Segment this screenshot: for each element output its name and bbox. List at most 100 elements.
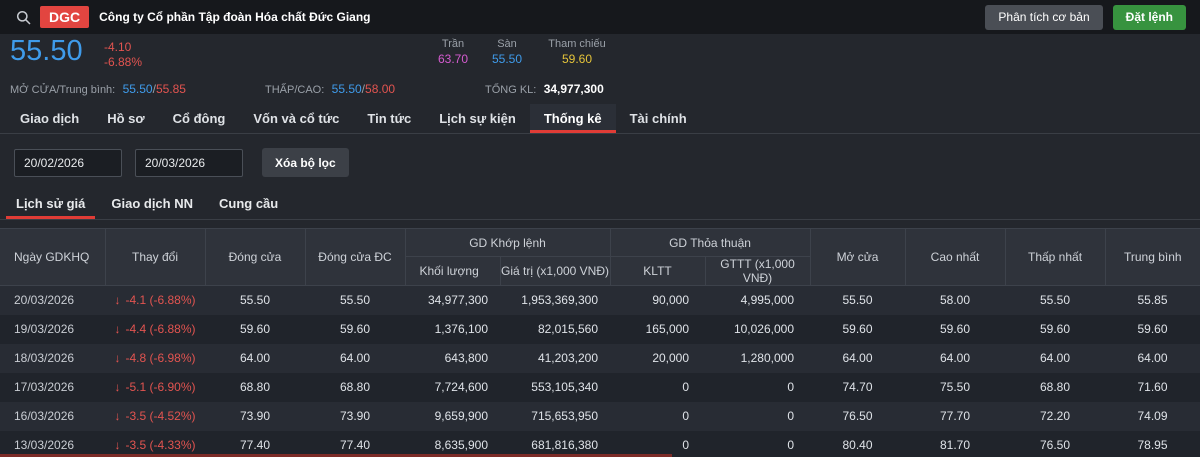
cell-adj-close: 64.00 <box>339 351 371 365</box>
cell-negotiated-volume: 0 <box>682 438 690 452</box>
tab-giao-dich[interactable]: Giao dịch <box>20 111 80 126</box>
col-date: Ngày GDKHQ <box>0 228 106 286</box>
cell-negotiated-value: 10,026,000 <box>733 322 795 336</box>
price-history-body: 20/03/2026 ↓ -4.1 (-6.88%) 55.50 55.50 34… <box>0 285 1200 457</box>
cell-change: ↓ -3.5 (-4.52%) <box>105 402 205 431</box>
cell-matched-volume: 7,724,600 <box>434 380 488 394</box>
date-from-input[interactable] <box>14 148 122 177</box>
horizontal-scrollbar-thumb[interactable] <box>0 454 672 457</box>
cell-open: 59.60 <box>842 322 873 336</box>
cell-matched-value: 715,653,950 <box>531 409 599 423</box>
cell-negotiated-value: 1,280,000 <box>740 351 795 365</box>
tab-tin-tuc[interactable]: Tin tức <box>367 111 412 126</box>
tab-lich-su-kien[interactable]: Lịch sự kiện <box>439 111 516 126</box>
cell-average: 74.09 <box>1137 409 1168 423</box>
col-negotiated-value: GTTT (x1,000 VNĐ) <box>704 256 811 286</box>
tab-co-dong[interactable]: Cổ đông <box>172 111 226 126</box>
open-average-line: MỞ CỬA/Trung bình: 55.50/55.85 <box>10 82 186 96</box>
tab-tai-chinh[interactable]: Tài chính <box>629 111 687 126</box>
cell-adj-close: 68.80 <box>339 380 371 394</box>
average-value: 55.85 <box>155 82 186 96</box>
change-value: -4.10 <box>104 40 132 54</box>
cell-negotiated-volume: 90,000 <box>652 293 690 308</box>
cell-negotiated-volume: 0 <box>682 409 690 423</box>
search-icon[interactable] <box>14 8 32 26</box>
ceiling-label: Trần <box>441 38 465 50</box>
col-average: Trung bình <box>1104 228 1200 286</box>
cell-negotiated-volume: 0 <box>682 380 690 394</box>
col-negotiated-volume: KLTT <box>609 256 706 286</box>
cell-average: 55.85 <box>1137 293 1168 308</box>
col-change: Thay đổi <box>104 228 206 286</box>
tab-ho-so[interactable]: Hồ sơ <box>107 111 145 126</box>
cell-matched-value: 41,203,200 <box>537 351 599 365</box>
price-history-table: Ngày GDKHQ Thay đổi Đóng cửa Đóng cửa ĐC… <box>0 228 1200 457</box>
price-history-row[interactable]: 17/03/2026 ↓ -5.1 (-6.90%) 68.80 68.80 7,… <box>0 372 1200 402</box>
down-arrow-icon: ↓ <box>114 380 121 394</box>
cell-close: 68.80 <box>239 380 271 394</box>
col-matched-value: Giá trị (x1,000 VNĐ) <box>499 256 611 286</box>
col-adj-close: Đóng cửa ĐC <box>304 228 406 286</box>
cell-date: 18/03/2026 <box>14 351 75 365</box>
cell-low: 76.50 <box>1040 438 1071 452</box>
floor-value: 55.50 <box>491 52 523 66</box>
ceiling-value: 63.70 <box>437 52 469 66</box>
ticker-badge: DGC <box>40 6 90 28</box>
subtab-giao-dich-nn[interactable]: Giao dịch NN <box>111 196 193 211</box>
cell-change: ↓ -4.4 (-6.88%) <box>105 315 205 344</box>
tab-thong-ke[interactable]: Thống kê <box>529 104 616 133</box>
total-volume-value: 34,977,300 <box>543 82 604 96</box>
cell-close: 64.00 <box>239 351 271 365</box>
cell-low: 59.60 <box>1040 322 1071 336</box>
price-history-row[interactable]: 16/03/2026 ↓ -3.5 (-4.52%) 73.90 73.90 9,… <box>0 401 1200 431</box>
down-arrow-icon: ↓ <box>114 293 121 308</box>
open-value: 55.50 <box>122 82 153 96</box>
price-history-row[interactable]: 18/03/2026 ↓ -4.8 (-6.98%) 64.00 64.00 64… <box>0 343 1200 373</box>
price-history-row[interactable]: 20/03/2026 ↓ -4.1 (-6.88%) 55.50 55.50 34… <box>0 285 1200 315</box>
cell-adj-close: 73.90 <box>339 409 371 423</box>
change-text: -4.4 (-6.88%) <box>125 322 196 336</box>
tab-von-va-co-tuc[interactable]: Vốn và cổ tức <box>253 111 340 126</box>
ceiling-floor-reference: Trần 63.70 Sàn 55.50 Tham chiếu 59.60 <box>425 38 621 66</box>
change-text: -4.1 (-6.88%) <box>125 293 196 308</box>
reference-block: Tham chiếu 59.60 <box>533 38 621 66</box>
cell-adj-close: 77.40 <box>339 438 371 452</box>
quote-summary: 55.50 -4.10 -6.88% MỞ CỬA/Trung bình: 55… <box>0 34 1200 104</box>
high-value: 58.00 <box>365 82 396 96</box>
cell-change: ↓ -4.1 (-6.88%) <box>105 286 205 315</box>
place-order-button[interactable]: Đặt lệnh <box>1112 4 1186 30</box>
change-text: -5.1 (-6.90%) <box>125 380 196 394</box>
subtab-cung-cau[interactable]: Cung cầu <box>219 196 279 211</box>
subtab-lich-su-gia[interactable]: Lịch sử giá <box>6 190 96 219</box>
sub-tabs: Lịch sử giá Giao dịch NN Cung cầu <box>0 190 1200 220</box>
change-text: -3.5 (-4.33%) <box>125 438 196 452</box>
price-history-row[interactable]: 13/03/2026 ↓ -3.5 (-4.33%) 77.40 77.40 8,… <box>0 430 1200 457</box>
cell-close: 73.90 <box>239 409 271 423</box>
cell-negotiated-volume: 165,000 <box>645 322 690 336</box>
price-history-row[interactable]: 19/03/2026 ↓ -4.4 (-6.88%) 59.60 59.60 1,… <box>0 314 1200 344</box>
main-tabs: Giao dịch Hồ sơ Cổ đông Vốn và cổ tức Tin tứ… <box>0 104 1200 134</box>
floor-block: Sàn 55.50 <box>481 38 533 66</box>
cell-high: 59.60 <box>940 322 971 336</box>
cell-close: 59.60 <box>239 322 271 336</box>
date-to-input[interactable] <box>135 148 243 177</box>
cell-date: 13/03/2026 <box>14 438 75 452</box>
cell-negotiated-value: 0 <box>787 380 795 394</box>
total-volume-label: TỔNG KL: <box>485 84 537 96</box>
clear-filter-button[interactable]: Xóa bộ lọc <box>262 148 349 177</box>
cell-negotiated-volume: 20,000 <box>652 351 690 365</box>
open-average-label: MỞ CỬA/Trung bình: <box>10 84 116 96</box>
cell-change: ↓ -3.5 (-4.33%) <box>105 431 205 457</box>
cell-negotiated-value: 0 <box>787 409 795 423</box>
cell-open: 64.00 <box>842 351 873 365</box>
col-close: Đóng cửa <box>204 228 306 286</box>
cell-date: 20/03/2026 <box>14 293 75 308</box>
col-high: Cao nhất <box>904 228 1006 286</box>
separator: / <box>361 82 366 96</box>
fundamental-analysis-button[interactable]: Phân tích cơ bản <box>985 4 1103 30</box>
col-group-matched: GD Khớp lệnh <box>404 228 611 257</box>
reference-label: Tham chiếu <box>548 38 606 50</box>
cell-matched-volume: 34,977,300 <box>427 293 488 308</box>
cell-close: 55.50 <box>239 293 271 308</box>
